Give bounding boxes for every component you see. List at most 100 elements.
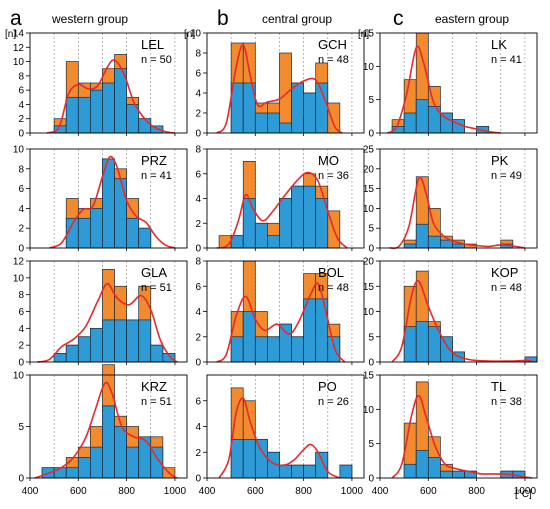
x-tick-label: 800	[295, 486, 312, 497]
bar-blue	[279, 122, 292, 134]
bar-blue	[126, 446, 140, 479]
y-tick-label: 10	[363, 405, 375, 416]
bar-blue	[126, 319, 140, 363]
y-axis: 0 2 4 6 8	[195, 257, 207, 369]
panel-krz: 0 5 10 400 600 800 1000 KRZ n = 51	[13, 364, 188, 497]
histogram-bars	[230, 260, 341, 363]
x-tick-label: 600	[420, 486, 437, 497]
y-axis: 0 2 4 6 8 10	[13, 145, 30, 255]
y-tick-label: 4	[195, 307, 201, 318]
bar-blue	[150, 344, 164, 363]
panel-lel: 0 2 4 6 8 10 12 14 LEL n = 50	[13, 29, 188, 140]
bar-blue	[242, 198, 256, 249]
bar-blue	[254, 439, 268, 479]
y-axis: 0 2 4 6 8	[195, 145, 207, 255]
y-axis: 0 2 4 6 8 10 12 14	[13, 29, 30, 140]
bar-blue	[440, 336, 453, 363]
histogram-bars	[53, 54, 164, 134]
bar-blue	[90, 446, 103, 479]
x-tick-label: 600	[247, 486, 264, 497]
bar-blue	[415, 223, 429, 249]
y-tick-label: 15	[363, 184, 375, 195]
panels: 0 2 4 6 8 10 12 14 LEL n = 50 0 2 4 6 8 10 PRZ n = 41 0 2 4 6…	[13, 29, 538, 497]
bar-blue	[77, 457, 91, 479]
kde-curve	[49, 155, 176, 249]
kde-curve	[386, 45, 501, 134]
kde-curve	[216, 44, 343, 134]
y-tick-label: 10	[13, 273, 25, 284]
bar-blue	[114, 178, 127, 249]
x-axis: 400 600 800 1000	[22, 478, 186, 497]
bar-blue	[440, 470, 453, 479]
bar-blue	[65, 96, 79, 134]
site-label: GLA	[141, 265, 167, 280]
bar-blue	[415, 450, 429, 479]
bar-blue	[403, 463, 417, 479]
bar-blue	[90, 89, 103, 134]
y-tick-label: 0	[18, 474, 24, 485]
y-tick-label: 2	[195, 219, 201, 230]
bar-blue	[452, 470, 465, 479]
y-tick-label: 14	[13, 29, 25, 40]
y-tick-label: 0	[368, 244, 374, 255]
y-tick-label: 6	[18, 307, 24, 318]
y-tick-label: 10	[363, 62, 375, 73]
x-axis	[379, 362, 526, 365]
site-label: KRZ	[141, 379, 167, 394]
kde-curve	[216, 171, 348, 249]
y-tick-label: 0	[195, 358, 201, 369]
bar-blue	[403, 112, 417, 134]
bar-blue	[279, 464, 292, 479]
kde-curve	[46, 59, 175, 134]
histogram-bars	[403, 176, 514, 249]
y-tick-label: 20	[363, 164, 375, 175]
column-letter-b: b	[217, 7, 229, 30]
site-label: GCH	[318, 37, 347, 52]
y-tick-label: 5	[368, 439, 374, 450]
y-tick-label: 5	[18, 422, 24, 433]
histogram-bars	[230, 42, 341, 134]
panel-bol: 0 2 4 6 8 BOL n = 48	[195, 257, 365, 369]
bar-orange	[327, 102, 341, 134]
y-tick-label: 10	[363, 204, 375, 215]
kde-curve	[391, 280, 535, 363]
y-tick-label: 15	[363, 282, 375, 293]
x-tick-label: 1000	[341, 486, 364, 497]
n-label: n = 50	[141, 54, 172, 66]
y-axis: 0 5 10 15	[363, 371, 380, 485]
bar-blue	[102, 82, 115, 134]
y-tick-label: 20	[363, 257, 375, 268]
n-label: n = 48	[318, 282, 349, 294]
y-tick-label: 4	[195, 194, 201, 205]
histogram-bars	[65, 158, 152, 249]
y-tick-label: 0	[368, 358, 374, 369]
panel-po: 0 2 4 6 400 600 800 1000 PO n = 26	[195, 374, 365, 497]
kde-curve	[34, 381, 178, 479]
panel-frame	[29, 148, 188, 249]
bar-blue	[291, 464, 304, 479]
y-tick-label: 6	[195, 396, 201, 407]
n-label: n = 36	[318, 170, 349, 182]
y-tick-label: 6	[18, 184, 24, 195]
n-label: n = 38	[491, 396, 522, 408]
y-tick-label: 2	[18, 224, 24, 235]
panel-tl: 0 5 10 15 400 600 800 1000 TL n = 38	[363, 371, 538, 497]
bar-blue	[267, 112, 280, 134]
y-tick-label: 8	[18, 71, 24, 82]
y-tick-label: 5	[368, 95, 374, 106]
bar-blue	[254, 222, 268, 249]
bar-blue	[254, 336, 268, 363]
column-name-b: central group	[262, 12, 332, 26]
bar-blue	[452, 243, 465, 249]
y-tick-label: 25	[363, 145, 375, 156]
bar-blue	[303, 464, 317, 479]
y-tick-label: 8	[195, 49, 201, 60]
site-label: KOP	[491, 265, 518, 280]
bar-blue	[279, 198, 292, 249]
bar-blue	[303, 185, 317, 249]
bar-blue	[90, 327, 103, 363]
y-axis: 0 2 4 6 8 10	[190, 29, 207, 140]
column-letter-a: a	[10, 7, 22, 30]
x-tick-label: 800	[468, 486, 485, 497]
site-label: PRZ	[141, 153, 167, 168]
